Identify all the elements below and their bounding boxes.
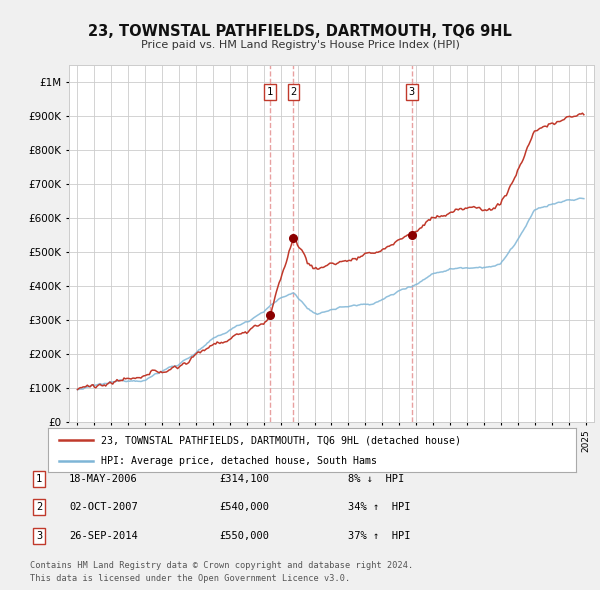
Text: 2: 2 xyxy=(290,87,296,97)
Text: HPI: Average price, detached house, South Hams: HPI: Average price, detached house, Sout… xyxy=(101,456,377,466)
Text: This data is licensed under the Open Government Licence v3.0.: This data is licensed under the Open Gov… xyxy=(30,574,350,583)
Text: Contains HM Land Registry data © Crown copyright and database right 2024.: Contains HM Land Registry data © Crown c… xyxy=(30,561,413,570)
Text: 18-MAY-2006: 18-MAY-2006 xyxy=(69,474,138,484)
Text: 23, TOWNSTAL PATHFIELDS, DARTMOUTH, TQ6 9HL: 23, TOWNSTAL PATHFIELDS, DARTMOUTH, TQ6 … xyxy=(88,24,512,38)
Text: 23, TOWNSTAL PATHFIELDS, DARTMOUTH, TQ6 9HL (detached house): 23, TOWNSTAL PATHFIELDS, DARTMOUTH, TQ6 … xyxy=(101,435,461,445)
Text: £314,100: £314,100 xyxy=(219,474,269,484)
Text: £550,000: £550,000 xyxy=(219,531,269,540)
Text: 34% ↑  HPI: 34% ↑ HPI xyxy=(348,503,410,512)
Text: 37% ↑  HPI: 37% ↑ HPI xyxy=(348,531,410,540)
Text: 3: 3 xyxy=(409,87,415,97)
Text: Price paid vs. HM Land Registry's House Price Index (HPI): Price paid vs. HM Land Registry's House … xyxy=(140,40,460,50)
Text: 02-OCT-2007: 02-OCT-2007 xyxy=(69,503,138,512)
Text: 1: 1 xyxy=(36,474,42,484)
Text: 2: 2 xyxy=(36,503,42,512)
Text: 8% ↓  HPI: 8% ↓ HPI xyxy=(348,474,404,484)
Text: 1: 1 xyxy=(267,87,274,97)
Text: 3: 3 xyxy=(36,531,42,540)
Text: 26-SEP-2014: 26-SEP-2014 xyxy=(69,531,138,540)
Text: £540,000: £540,000 xyxy=(219,503,269,512)
